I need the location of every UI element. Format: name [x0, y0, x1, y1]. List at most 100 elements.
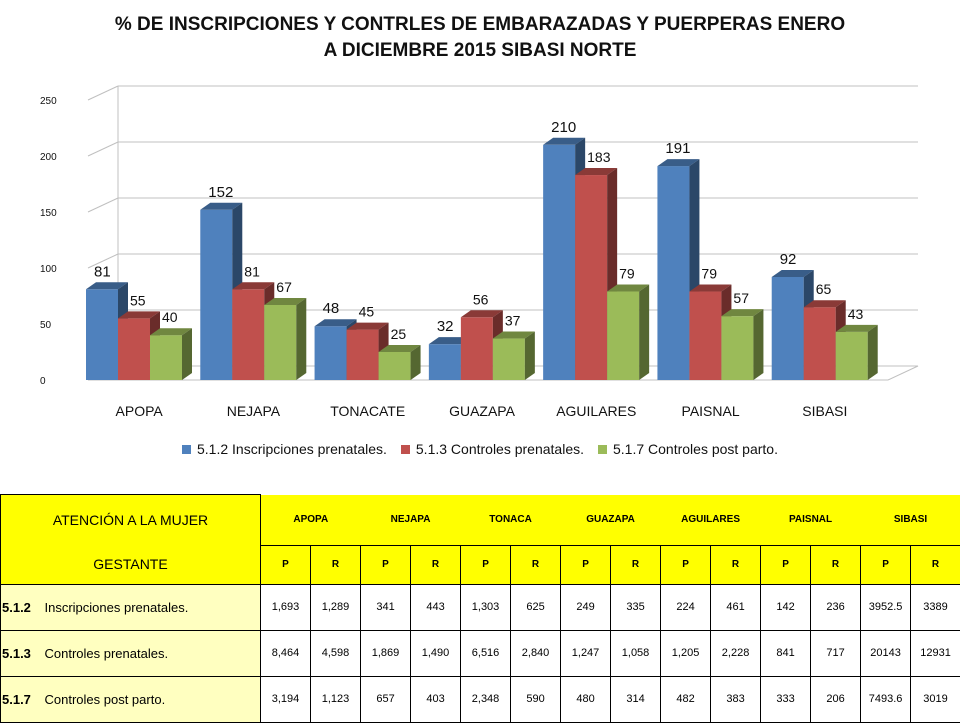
bar-front	[836, 332, 868, 380]
table-cell: 1,123	[311, 676, 361, 722]
bar-side	[296, 298, 306, 380]
bar-front	[429, 344, 461, 380]
x-category-label: APOPA	[116, 403, 164, 419]
bar-side	[868, 325, 878, 380]
bar-front	[607, 292, 639, 380]
table-cell: 142	[761, 584, 811, 630]
x-category-label: NEJAPA	[227, 403, 281, 419]
table-cell: 625	[511, 584, 561, 630]
bar-front	[543, 145, 575, 380]
subheader-p: P	[361, 545, 411, 584]
y-tick-label: 200	[40, 152, 57, 163]
subheader-r: R	[611, 545, 661, 584]
row-code: 5.1.2	[1, 584, 44, 630]
table-cell: 443	[411, 584, 461, 630]
bar-front	[772, 277, 804, 380]
bar	[721, 309, 763, 380]
table-cell: 403	[411, 676, 461, 722]
subheader-p: P	[761, 545, 811, 584]
data-label: 152	[208, 184, 233, 201]
subheader-r: R	[511, 545, 561, 584]
table-cell: 2,840	[511, 630, 561, 676]
bar	[607, 285, 649, 380]
chart-legend: 5.1.2 Inscripciones prenatales. 5.1.3 Con…	[0, 441, 960, 457]
bar-front	[657, 166, 689, 380]
table-cell: 335	[611, 584, 661, 630]
data-label: 81	[94, 263, 111, 280]
subheader-r: R	[711, 545, 761, 584]
bar-front	[493, 339, 525, 380]
table-cell: 1,247	[561, 630, 611, 676]
header-gestante: GESTANTE	[1, 545, 261, 584]
legend-label: 5.1.2 Inscripciones prenatales.	[197, 441, 387, 457]
gridline-side	[88, 86, 118, 100]
column-header-aguilares: AGUILARES	[661, 495, 761, 546]
chart-title-line1: % DE INSCRIPCIONES Y CONTRLES DE EMBARAZ…	[60, 12, 900, 38]
bar	[150, 328, 192, 380]
legend-item: 5.1.7 Controles post parto.	[598, 441, 778, 457]
legend-swatch	[182, 445, 191, 454]
subheader-r: R	[411, 545, 461, 584]
chart-title: % DE INSCRIPCIONES Y CONTRLES DE EMBARAZ…	[60, 12, 900, 64]
bar-front	[315, 326, 347, 380]
x-category-label: TONACATE	[330, 403, 405, 419]
bar-chart: 050100150200250815540APOPA1528167NEJAPA4…	[0, 80, 960, 435]
bar	[493, 332, 535, 380]
data-label: 40	[162, 309, 178, 325]
data-label: 183	[587, 149, 611, 165]
data-label: 191	[665, 140, 690, 157]
y-tick-label: 100	[40, 264, 57, 275]
bar-front	[804, 307, 836, 380]
x-category-label: AGUILARES	[556, 403, 636, 419]
data-label: 65	[816, 281, 832, 297]
table-cell: 7493.6	[861, 676, 911, 722]
bar	[379, 345, 421, 380]
legend-label: 5.1.3 Controles prenatales.	[416, 441, 584, 457]
row-code: 5.1.7	[1, 676, 44, 722]
table-cell: 8,464	[261, 630, 311, 676]
legend-label: 5.1.7 Controles post parto.	[613, 441, 778, 457]
bar-front	[150, 335, 182, 380]
table-cell: 590	[511, 676, 561, 722]
column-header-nejapa: NEJAPA	[361, 495, 461, 546]
subheader-r: R	[911, 545, 960, 584]
gridline-side	[88, 198, 118, 212]
bar-front	[689, 292, 721, 380]
table-cell: 383	[711, 676, 761, 722]
data-label: 210	[551, 119, 576, 136]
y-tick-label: 250	[40, 96, 57, 107]
column-header-guazapa: GUAZAPA	[561, 495, 661, 546]
table-cell: 482	[661, 676, 711, 722]
data-label: 25	[391, 326, 407, 342]
y-tick-label: 150	[40, 208, 57, 219]
table-cell: 12931	[911, 630, 960, 676]
table-cell: 1,693	[261, 584, 311, 630]
subheader-p: P	[861, 545, 911, 584]
table-cell: 1,869	[361, 630, 411, 676]
table-cell: 224	[661, 584, 711, 630]
table-cell: 20143	[861, 630, 911, 676]
y-tick-label: 0	[40, 376, 46, 387]
table-cell: 717	[811, 630, 861, 676]
table-cell: 3389	[911, 584, 960, 630]
legend-swatch	[598, 445, 607, 454]
gridline-side	[88, 142, 118, 156]
data-label: 79	[701, 266, 717, 282]
data-label: 32	[437, 318, 454, 335]
subheader-p: P	[461, 545, 511, 584]
data-label: 37	[505, 313, 521, 329]
legend-item: 5.1.2 Inscripciones prenatales.	[182, 441, 387, 457]
table-cell: 341	[361, 584, 411, 630]
bar-side	[182, 328, 192, 380]
data-label: 45	[359, 304, 375, 320]
column-header-tonaca: TONACA	[461, 495, 561, 546]
column-header-apopa: APOPA	[261, 495, 361, 546]
bar-front	[347, 330, 379, 380]
table-cell: 2,228	[711, 630, 761, 676]
bar-front	[721, 316, 753, 380]
